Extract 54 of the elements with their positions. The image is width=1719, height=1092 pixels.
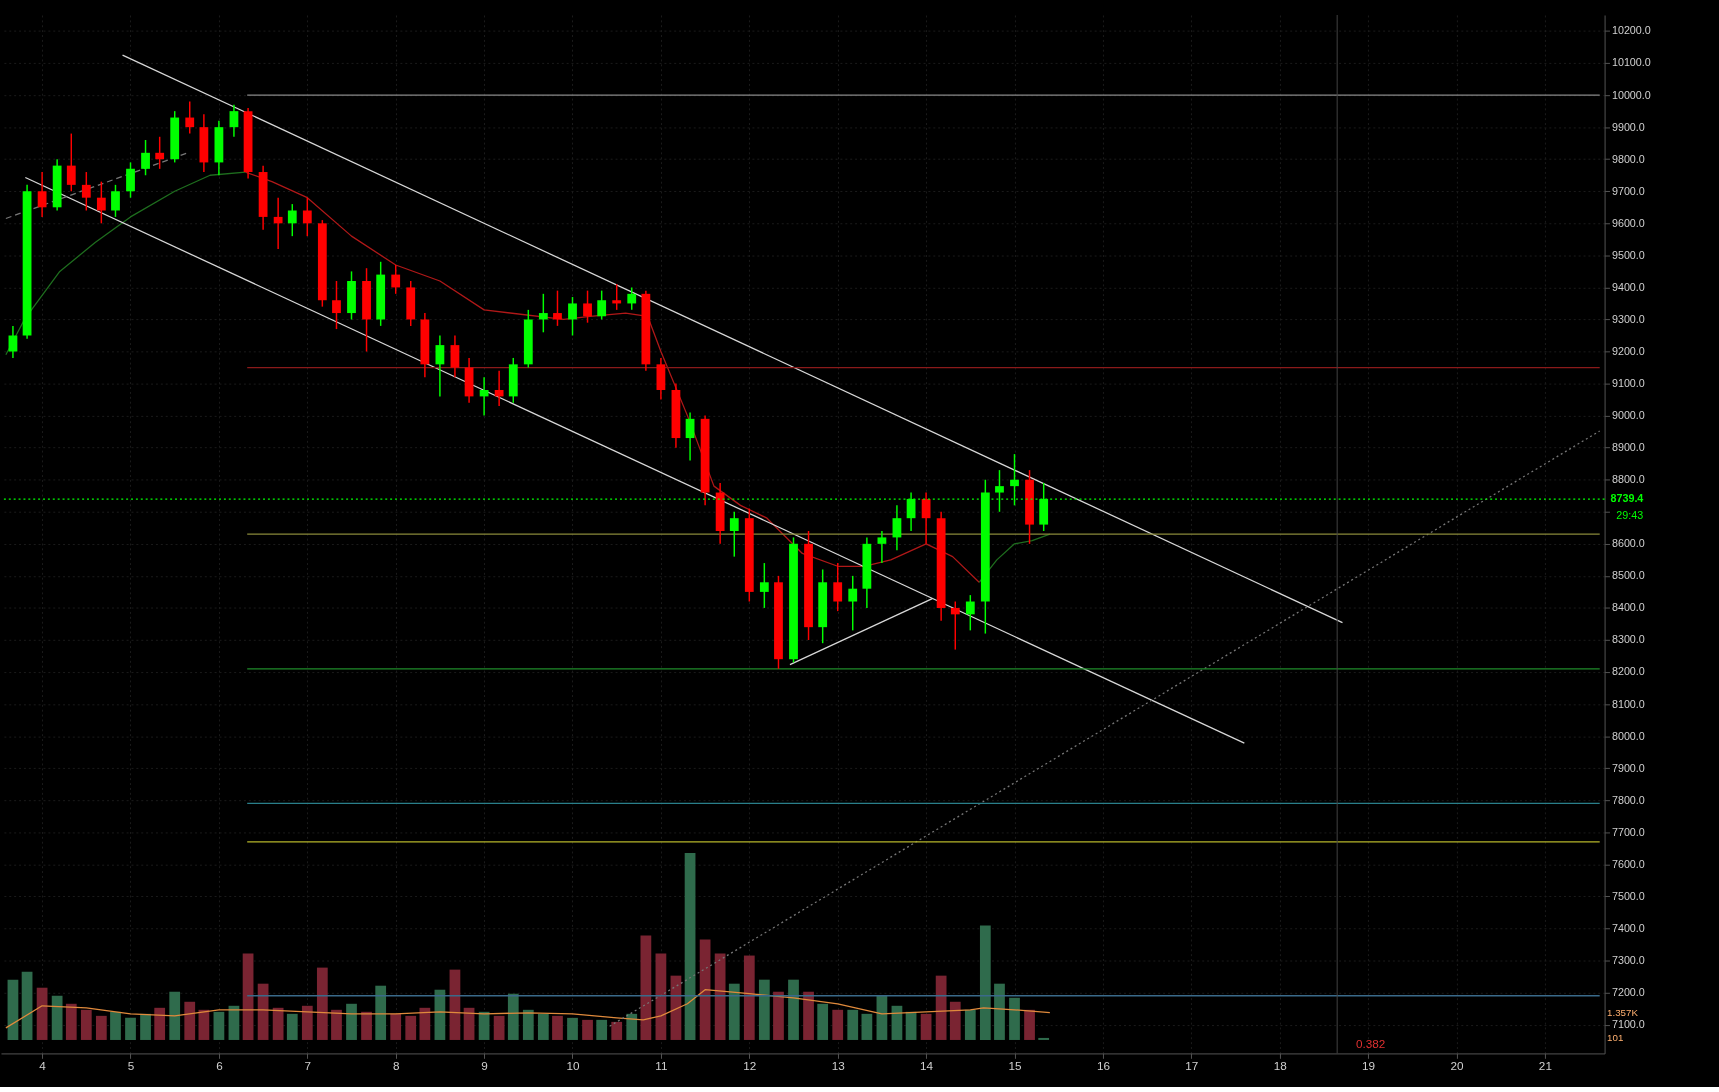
x-tick-label: 12	[743, 1058, 757, 1072]
y-tick-label: 8500.0	[1611, 569, 1645, 582]
y-tick-label: 10200.0	[1611, 24, 1651, 37]
y-tick-label: 7200.0	[1611, 985, 1645, 998]
y-tick-label: 8800.0	[1611, 473, 1645, 486]
x-tick-label: 15	[1008, 1058, 1022, 1072]
y-tick-label: 8300.0	[1611, 633, 1645, 646]
y-tick-label: 8400.0	[1611, 601, 1645, 614]
y-tick-label: 7600.0	[1611, 857, 1645, 870]
y-tick-label: 7500.0	[1611, 889, 1645, 902]
x-tick-label: 21	[1538, 1058, 1552, 1072]
x-tick-label: 7	[304, 1058, 312, 1072]
y-tick-label: 10000.0	[1611, 88, 1651, 101]
x-tick-label: 19	[1362, 1058, 1376, 1072]
y-tick-label: 7400.0	[1611, 921, 1645, 934]
y-tick-label: 9900.0	[1611, 120, 1645, 133]
y-tick-label: 8200.0	[1611, 665, 1645, 678]
x-tick-label: 4	[39, 1058, 47, 1072]
x-tick-label: 13	[831, 1058, 845, 1072]
y-tick-label: 9700.0	[1611, 184, 1645, 197]
x-tick-label: 8	[392, 1058, 400, 1072]
x-tick-label: 11	[655, 1058, 668, 1072]
y-tick-label: 9800.0	[1611, 152, 1645, 165]
x-tick-label: 10	[566, 1058, 580, 1072]
x-tick-label: 20	[1450, 1058, 1464, 1072]
y-tick-label: 8000.0	[1611, 729, 1645, 742]
x-tick-label: 18	[1273, 1058, 1288, 1072]
y-tick-label: 9400.0	[1611, 280, 1645, 293]
y-tick-label: 9300.0	[1611, 312, 1645, 325]
y-tick-label: 8100.0	[1611, 697, 1645, 710]
y-tick-label: 7100.0	[1611, 1018, 1645, 1031]
y-tick-label: 9100.0	[1611, 377, 1645, 389]
y-tick-label: 8900.0	[1611, 441, 1645, 454]
text: 29:43	[1616, 508, 1644, 521]
x-tick-label: 5	[127, 1058, 135, 1072]
ref-line-label: 8739.4	[1610, 492, 1644, 505]
y-tick-label: 7700.0	[1611, 825, 1645, 838]
annotation: 0.382	[1356, 1036, 1386, 1050]
x-tick-label: 6	[216, 1058, 223, 1072]
y2-tick-label: 1.357K	[1607, 1007, 1639, 1019]
x-tick-label: 9	[481, 1058, 488, 1072]
x-tick-label: 16	[1096, 1058, 1110, 1072]
x-tick-label: 17	[1185, 1058, 1199, 1072]
y-tick-label: 7300.0	[1611, 953, 1645, 966]
y-tick-label: 7900.0	[1611, 761, 1645, 774]
y-tick-label: 9500.0	[1611, 248, 1645, 261]
y-tick-label: 8600.0	[1611, 537, 1645, 550]
y-tick-label: 10100.0	[1611, 56, 1651, 69]
y-tick-label: 9000.0	[1611, 409, 1645, 422]
y-tick-label: 9600.0	[1611, 216, 1645, 229]
x-tick-label: 14	[920, 1058, 934, 1072]
y-tick-label: 7800.0	[1611, 793, 1645, 806]
y-tick-label: 9200.0	[1611, 344, 1645, 357]
y2-tick-label: 101	[1607, 1032, 1624, 1044]
